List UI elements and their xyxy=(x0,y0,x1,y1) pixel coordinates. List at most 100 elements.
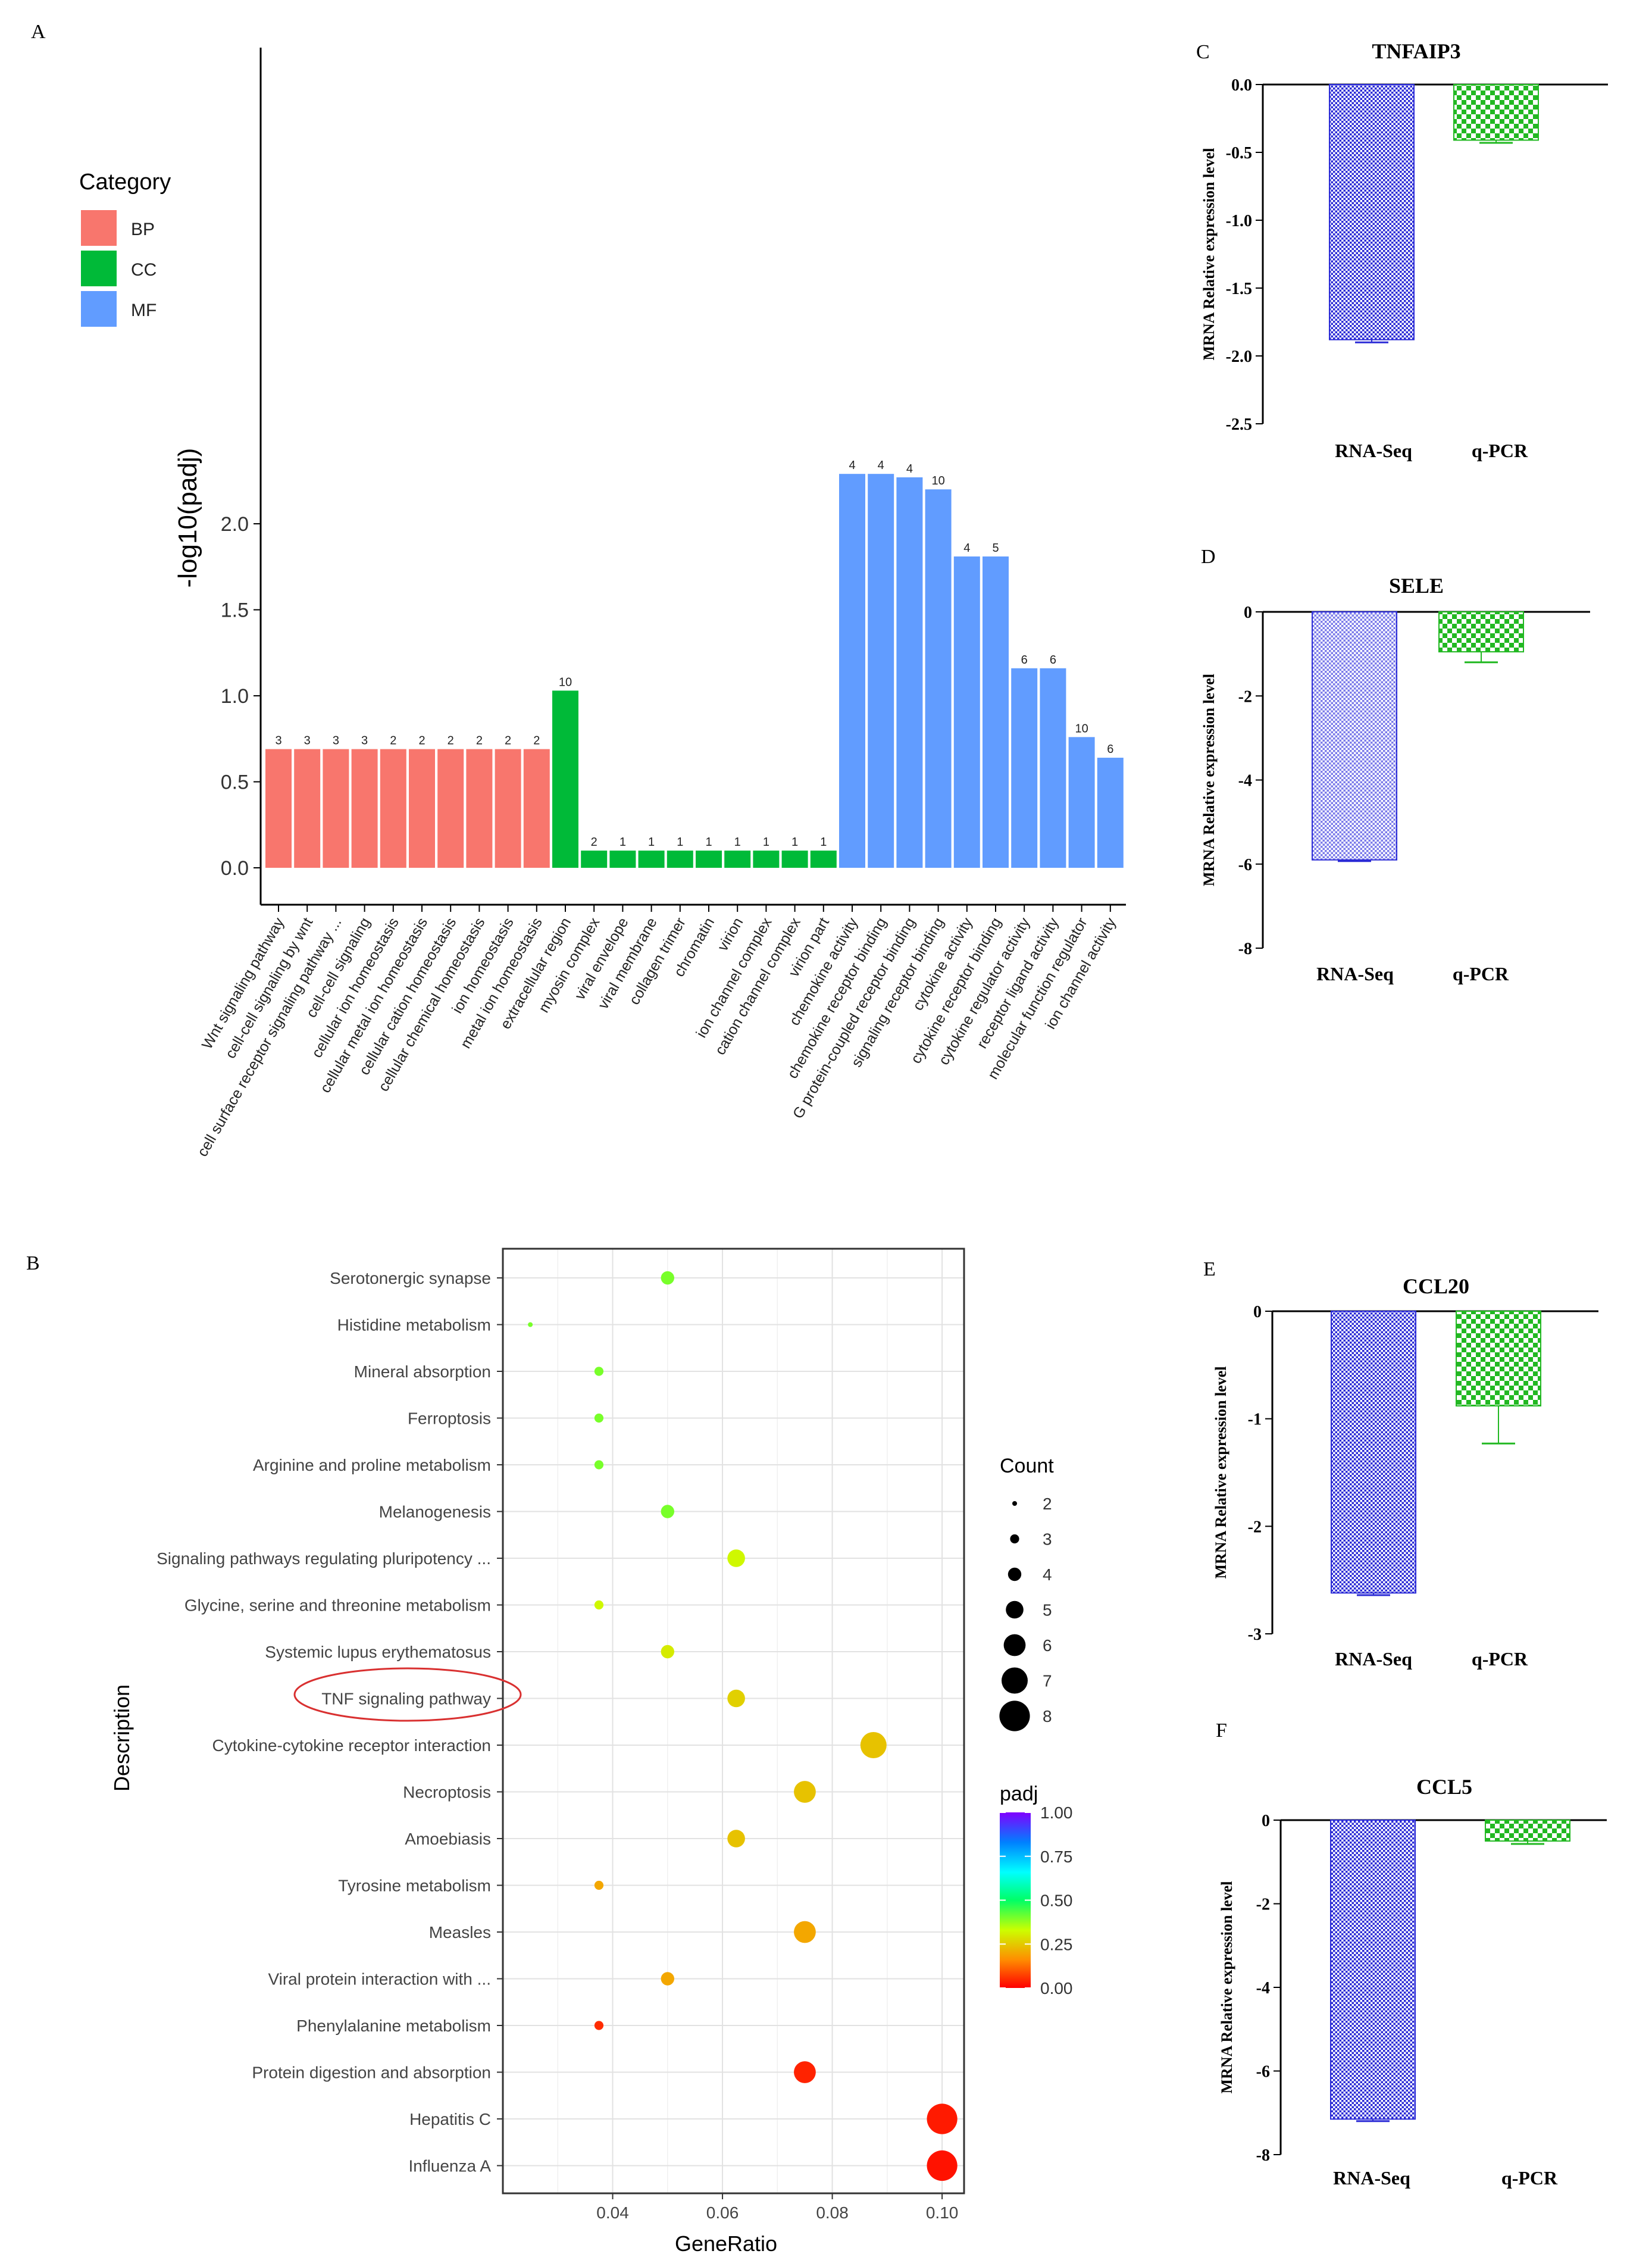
bar-chromatin xyxy=(696,851,722,868)
dot-histidine-metabolism xyxy=(528,1322,533,1327)
bar-count-label: 6 xyxy=(1050,654,1056,667)
bar-count-label: 1 xyxy=(734,836,741,849)
bar-cellular-chemical-homeostasis xyxy=(466,749,493,868)
y-label-systemic-lupus-erythematosus: Systemic lupus erythematosus xyxy=(265,1643,491,1661)
dot-signaling-pathways-regulating-pluripotency xyxy=(727,1549,745,1567)
panel-e-y-tick-label: -1 xyxy=(1248,1411,1262,1429)
bar-ion-homeostasis xyxy=(495,749,521,868)
panel-b-plot-border xyxy=(502,1248,965,2195)
panel-f: F CCL5 0 -2 -4 -6 -8 MRNA Relative expression … xyxy=(1216,1720,1607,2189)
dot-systemic-lupus-erythematosus xyxy=(661,1645,674,1659)
panel-e-y-axis-label: MRNA Relative expression level xyxy=(1212,1367,1229,1579)
panel-b-plot-bg xyxy=(503,1249,964,2193)
dot-tnf-signaling-pathway xyxy=(727,1689,745,1708)
count-legend-label: 3 xyxy=(1043,1530,1052,1549)
y-label-tnf-signaling-pathway: TNF signaling pathway xyxy=(321,1690,491,1708)
dot-ferroptosis xyxy=(594,1413,604,1423)
padj-tick-label: 0.75 xyxy=(1040,1848,1073,1866)
panel-a-y-axis-label: -log10(padj) xyxy=(173,448,202,588)
panel-b-x-tick-label: 0.10 xyxy=(926,2203,959,2222)
bar-q-pcr xyxy=(1453,84,1539,141)
panel-f-title: CCL5 xyxy=(1416,1775,1472,1799)
y-label-phenylalanine-metabolism: Phenylalanine metabolism xyxy=(296,2017,491,2035)
count-legend-label: 4 xyxy=(1043,1565,1052,1584)
count-legend-dot-8 xyxy=(999,1700,1030,1731)
count-legend-label: 2 xyxy=(1043,1495,1052,1513)
bar-count-label: 1 xyxy=(677,836,683,849)
legend-swatch-mf xyxy=(81,291,117,327)
bar-cellular-cation-homeostasis xyxy=(437,749,464,868)
bar-cation-channel-complex xyxy=(781,851,808,868)
y-label-hepatitis-c: Hepatitis C xyxy=(409,2110,491,2128)
panel-c-y-tick-label: 0.0 xyxy=(1231,76,1252,95)
bar-count-label: 4 xyxy=(878,459,884,472)
padj-tick-label: 0.50 xyxy=(1040,1892,1073,1910)
bar-count-label: 2 xyxy=(476,734,483,748)
panel-d: D SELE 0 -2 -4 -6 -8 MRNA Relative expression … xyxy=(1200,546,1590,984)
bar-count-label: 3 xyxy=(361,734,368,748)
panel-f-y-tick-label: -6 xyxy=(1256,2063,1270,2081)
panel-a-y-tick-label: 1.5 xyxy=(221,599,249,622)
panel-e-title: CCL20 xyxy=(1403,1274,1469,1298)
padj-tick-label: 0.00 xyxy=(1040,1979,1073,1997)
count-legend-dot-3 xyxy=(1010,1534,1019,1544)
y-label-protein-digestion-and-absorption: Protein digestion and absorption xyxy=(252,2064,491,2082)
bar-count-label: 4 xyxy=(849,459,855,472)
bar-q-pcr xyxy=(1456,1311,1541,1406)
bar-rna-seq xyxy=(1312,611,1397,861)
bar-count-label: 1 xyxy=(791,836,798,849)
dot-serotonergic-synapse xyxy=(661,1271,674,1285)
dot-amoebiasis xyxy=(727,1830,745,1848)
legend-label-cc: CC xyxy=(131,260,157,280)
panel-d-y-axis-label: MRNA Relative expression level xyxy=(1200,674,1218,886)
count-legend-dot-7 xyxy=(1002,1667,1028,1694)
y-label-mineral-absorption: Mineral absorption xyxy=(354,1362,491,1381)
bar-ion-channel-activity xyxy=(1097,758,1124,868)
y-label-signaling-pathways-regulating-pluripotency: Signaling pathways regulating pluripoten… xyxy=(157,1549,491,1568)
panel-c-y-tick-label: -1.0 xyxy=(1226,212,1252,230)
bar-count-label: 1 xyxy=(705,836,712,849)
panel-c-letter: C xyxy=(1196,41,1210,63)
panel-e-y-tick-label: -2 xyxy=(1248,1518,1262,1536)
dot-viral-protein-interaction-with xyxy=(661,1972,674,1986)
bar-virion-part xyxy=(810,851,837,868)
bar-count-label: 2 xyxy=(591,836,597,849)
bar-q-pcr xyxy=(1438,611,1524,653)
bar-cytokine-activity xyxy=(953,556,980,868)
panel-a: A 0.0 0.5 1.0 1.5 2.0 3 3 3 3 2 2 2 2 2 2 10 2 1 1 1 1 1 1 1 1 4… xyxy=(31,21,1126,1159)
panel-f-y-tick-label: -8 xyxy=(1256,2146,1270,2165)
legend-label-bp: BP xyxy=(131,220,155,239)
bar-receptor-ligand-activity xyxy=(1040,668,1066,868)
bar-count-label: 2 xyxy=(390,734,396,748)
bar-myosin-complex xyxy=(581,851,608,868)
count-legend-label: 7 xyxy=(1043,1672,1052,1690)
dot-protein-digestion-and-absorption xyxy=(794,2061,816,2083)
bar-chemokine-receptor-binding xyxy=(868,474,894,868)
bar-count-label: 1 xyxy=(648,836,655,849)
category-label-q-pcr: q-PCR xyxy=(1501,2167,1558,2189)
panel-a-y-tick-label: 1.0 xyxy=(221,685,249,708)
bar-cellular-ion-homeostasis xyxy=(380,749,406,868)
category-label-rna-seq: RNA-Seq xyxy=(1335,440,1412,461)
legend-swatch-bp xyxy=(81,210,117,246)
y-label-necroptosis: Necroptosis xyxy=(403,1783,491,1802)
panel-d-letter: D xyxy=(1201,546,1216,568)
count-legend-title: Count xyxy=(1000,1455,1054,1477)
y-label-serotonergic-synapse: Serotonergic synapse xyxy=(330,1269,491,1287)
panel-d-y-tick-label: 0 xyxy=(1244,604,1252,622)
panel-b-letter: B xyxy=(26,1252,40,1274)
bar-cytokine-receptor-binding xyxy=(983,556,1009,868)
panel-c-y-tick-label: -2.0 xyxy=(1226,348,1252,366)
panel-a-axes: 0.0 0.5 1.0 1.5 2.0 xyxy=(221,48,1126,906)
bar-rna-seq xyxy=(1331,1311,1416,1594)
category-label-q-pcr: q-PCR xyxy=(1453,963,1509,984)
panel-f-y-tick-label: -4 xyxy=(1256,1979,1270,1997)
bar-count-label: 2 xyxy=(418,734,425,748)
panel-a-legend: Category BP CC MF xyxy=(79,170,171,327)
panel-b: B 0.04 0.06 0.08 0.10 Serotonergic synapse H… xyxy=(26,1248,1073,2256)
padj-tick-label: 0.25 xyxy=(1040,1935,1073,1953)
dot-necroptosis xyxy=(794,1781,816,1803)
dot-cytokine-cytokine-receptor-interaction xyxy=(860,1732,887,1758)
category-label-q-pcr: q-PCR xyxy=(1472,440,1528,461)
